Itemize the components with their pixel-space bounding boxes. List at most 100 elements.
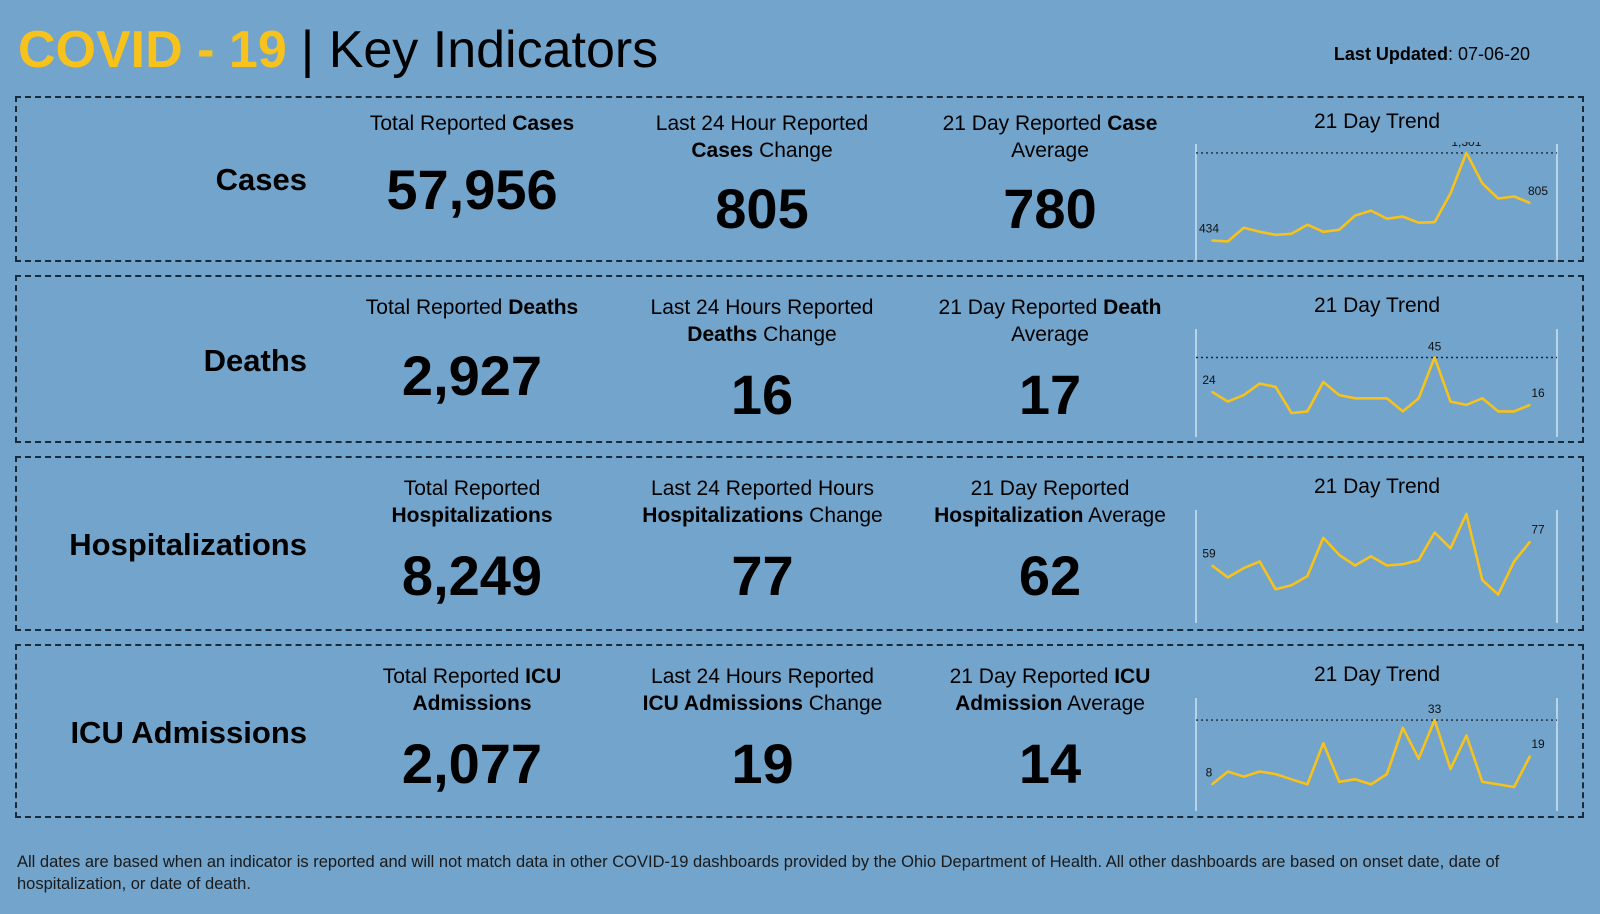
hospitalizations-trend-title: 21 Day Trend: [1313, 475, 1441, 498]
trend-point: [1386, 217, 1388, 220]
trend-point: [1354, 397, 1356, 400]
trend-point: [1529, 202, 1531, 204]
trend-line: [1211, 356, 1531, 415]
last-updated-label: Last Updated: [1333, 44, 1448, 64]
trend-point: [1417, 221, 1420, 224]
hospitalizations-average-heading: 21 Day Reported Hospitalization Average: [934, 477, 1166, 527]
trend-point: [1481, 182, 1484, 185]
hospitalizations-change-heading: Last 24 Reported Hours Hospitalizations C…: [642, 477, 883, 527]
deaths-change-heading: Last 24 Hours Reported Deaths Change: [650, 296, 874, 346]
last-updated: Last Updated: 07-06-20: [1334, 44, 1530, 65]
trend-line: [1211, 151, 1531, 243]
trend-label-last: 77: [1531, 523, 1545, 537]
cases-average: 21 Day Reported Case Average 780: [915, 110, 1185, 241]
cases-change-value: 805: [715, 177, 809, 240]
trend-point: [1529, 755, 1531, 757]
icu-total: Total Reported ICU Admissions 2,077: [337, 663, 607, 796]
deaths-trend-title: 21 Day Trend: [1313, 294, 1441, 317]
trend-point: [1243, 775, 1245, 778]
trend-point: [1338, 554, 1340, 556]
trend-point: [1513, 560, 1515, 563]
trend-point: [1497, 593, 1499, 596]
trend-label-max: 33: [1428, 702, 1442, 716]
trend-point: [1449, 768, 1452, 770]
trend-point: [1227, 240, 1229, 243]
trend-point: [1449, 192, 1452, 195]
cases-change-heading: Last 24 Hour Reported Cases Change: [655, 112, 869, 162]
deaths-average-value: 17: [1018, 363, 1082, 426]
icu-change-value: 19: [731, 732, 794, 795]
hospitalizations-total: Total Reported Hospitalizations 8,249: [337, 475, 607, 608]
cases-total-value: 57,956: [386, 158, 558, 221]
trend-point: [1290, 412, 1293, 414]
deaths-change-value: 16: [730, 363, 794, 426]
deaths-total-heading: Total Reported Deaths: [365, 296, 579, 319]
row-label-deaths: Deaths: [203, 343, 307, 378]
icu-trend-chart: 8 33 19: [1195, 698, 1558, 811]
trend-point: [1354, 214, 1356, 217]
trend-label-last: 16: [1531, 386, 1545, 400]
trend-point: [1497, 783, 1499, 786]
trend-point: [1338, 228, 1340, 231]
trend-line: [1211, 512, 1532, 596]
icu-average-value: 14: [1018, 732, 1082, 795]
trend-point: [1290, 778, 1293, 781]
deaths-total: Total Reported Deaths 2,927: [337, 294, 607, 408]
trend-label-last: 19: [1531, 737, 1545, 751]
cases-change: Last 24 Hour Reported Cases Change 805: [627, 110, 897, 241]
icu-total-heading: Total Reported ICU Admissions: [382, 665, 562, 715]
trend-point: [1274, 386, 1277, 388]
cases-trend-chart: 434 1,301 805: [1195, 142, 1558, 260]
last-updated-value: : 07-06-20: [1447, 44, 1530, 64]
icu-panel: ICU Admissions Total Reported ICU Admissi…: [15, 644, 1584, 818]
trend-point: [1529, 404, 1531, 406]
footer-note: All dates are based when an indicator is…: [17, 853, 1500, 893]
trend-point: [1513, 410, 1515, 413]
deaths-average-heading: 21 Day Reported Death Average: [938, 296, 1162, 346]
trend-point: [1211, 783, 1213, 786]
trend-point: [1370, 397, 1372, 400]
icu-change: Last 24 Hours Reported ICU Admissions Cha…: [615, 663, 910, 796]
trend-point: [1481, 397, 1484, 400]
deaths-panel: Deaths Total Reported Deaths 2,927 Last …: [15, 275, 1584, 443]
trend-point: [1370, 555, 1372, 558]
trend-point: [1513, 786, 1515, 788]
deaths-total-value: 2,927: [401, 344, 543, 407]
trend-point: [1211, 564, 1213, 567]
trend-point: [1306, 223, 1309, 226]
trend-point: [1258, 382, 1261, 385]
cases-average-heading: 21 Day Reported Case Average: [942, 112, 1158, 162]
trend-label-max: 45: [1428, 340, 1442, 354]
hospitalizations-total-value: 8,249: [401, 544, 543, 607]
trend-label-max: 1,301: [1451, 142, 1481, 149]
cases-panel: Cases Total Reported Cases 57,956 Last 2…: [15, 96, 1584, 262]
trend-point: [1386, 773, 1388, 775]
hospitalizations-change: Last 24 Reported Hours Hospitalizations C…: [615, 475, 910, 608]
row-label-cases: Cases: [215, 162, 307, 197]
trend-point: [1433, 221, 1436, 223]
hospitalizations-total-heading: Total Reported Hospitalizations: [391, 477, 553, 527]
trend-point: [1290, 233, 1293, 235]
row-label-icu: ICU Admissions: [70, 715, 307, 750]
trend-point: [1322, 381, 1325, 383]
trend-point: [1465, 513, 1468, 515]
trend-point: [1481, 781, 1484, 783]
trend-point: [1354, 564, 1356, 567]
trend-point: [1243, 394, 1245, 396]
trend-point: [1417, 397, 1420, 400]
trend-point: [1274, 588, 1277, 591]
trend-line: [1211, 718, 1532, 789]
trend-point: [1258, 770, 1261, 773]
trend-point: [1338, 394, 1340, 396]
trend-point: [1258, 560, 1261, 563]
trend-point: [1386, 397, 1388, 400]
trend-point: [1211, 239, 1213, 242]
hospitalizations-average-value: 62: [1018, 544, 1082, 607]
trend-label-first: 8: [1206, 765, 1213, 779]
icu-average-heading: 21 Day Reported ICU Admission Average: [949, 665, 1151, 715]
trend-point: [1322, 230, 1325, 233]
trend-point: [1386, 564, 1388, 567]
trend-point: [1433, 531, 1436, 534]
trend-point: [1433, 356, 1436, 359]
trend-point: [1306, 783, 1309, 786]
